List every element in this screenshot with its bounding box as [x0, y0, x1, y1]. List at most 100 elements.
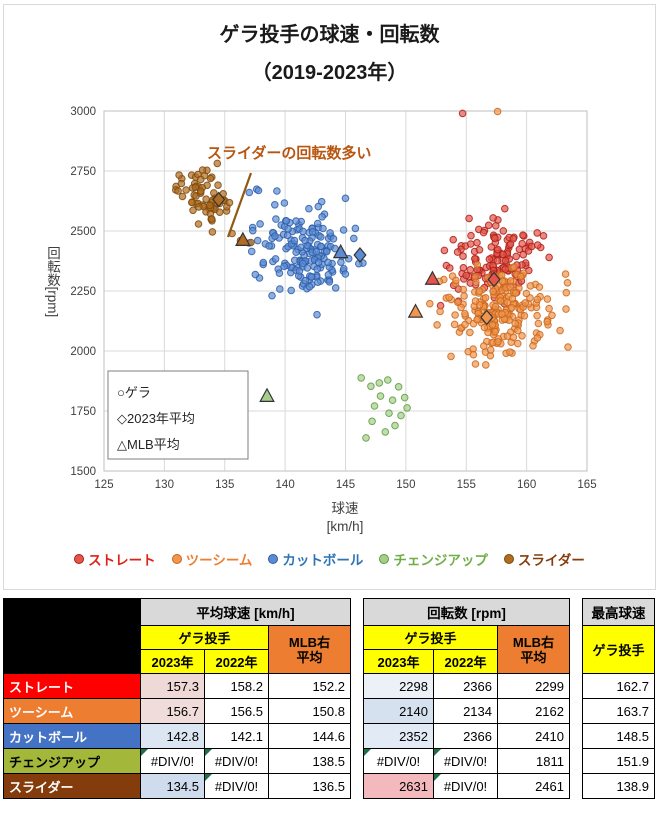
value-cell-max[interactable]: 138.9 [582, 773, 655, 799]
scatter-point [385, 409, 393, 418]
value-cell-2023[interactable]: #DIV/0! [140, 748, 205, 774]
value-cell-2023[interactable]: 134.5 [140, 773, 205, 799]
year-header-2022[interactable]: 2022年 [204, 649, 269, 674]
row-label-cell[interactable]: チェンジアップ [3, 748, 141, 774]
scatter-point [322, 247, 331, 256]
year-header-2022[interactable]: 2022年 [433, 649, 498, 674]
table-title-cell[interactable]: 最高球速 [582, 598, 655, 626]
year-header-2023[interactable]: 2023年 [363, 649, 434, 674]
scatter-point [206, 174, 215, 183]
geller-header-cell[interactable]: ゲラ投手 [140, 625, 269, 650]
scatter-point [511, 319, 520, 328]
value-cell-mlb[interactable]: 136.5 [268, 773, 351, 799]
scatter-point [178, 192, 187, 201]
row-label-cell[interactable]: ツーシーム [3, 698, 141, 724]
geller-header-cell[interactable]: ゲラ投手 [363, 625, 498, 650]
geller-header-cell[interactable]: ゲラ投手 [582, 625, 655, 674]
value-cell-2022[interactable]: 2366 [433, 673, 498, 699]
scatter-point [466, 266, 475, 274]
max-speed-table[interactable]: 最高球速 ゲラ投手 162.7 163.7 148.5 151.9 138.9 [582, 598, 655, 799]
legend-item-3[interactable]: カットボール [268, 549, 363, 569]
value-cell-mlb[interactable]: 1811 [497, 748, 570, 774]
value-cell-max[interactable]: 162.7 [582, 673, 655, 699]
row-label-cell[interactable]: カットボール [3, 723, 141, 749]
scatter-point [458, 109, 467, 118]
row-label-cell[interactable]: ストレート [3, 673, 141, 699]
mlb-header-cell[interactable]: MLB右 平均 [268, 625, 351, 674]
scatter-point [491, 302, 500, 311]
value-cell-2023[interactable]: 157.3 [140, 673, 205, 699]
chart-area[interactable]: ゲラ投手の球速・回転数 （2019-2023年） 回転数[rpm] ○ゲラ ◇20… [3, 4, 656, 590]
value-cell-2022[interactable]: 158.2 [204, 673, 269, 699]
value-cell-2023[interactable]: 142.8 [140, 723, 205, 749]
value-cell-mlb[interactable]: 2410 [497, 723, 570, 749]
value-cell-2023[interactable]: 156.7 [140, 698, 205, 724]
mlb-header-cell[interactable]: MLB右 平均 [497, 625, 570, 674]
legend-item-2[interactable]: ツーシーム [171, 549, 252, 569]
value-cell-2023[interactable]: 2140 [363, 698, 434, 724]
scatter-point [562, 305, 570, 313]
scatter-point [520, 312, 529, 320]
scatter-point [545, 304, 553, 313]
scatter-point [475, 287, 484, 295]
series-5 [172, 159, 255, 247]
value-cell-max[interactable]: 151.9 [582, 748, 655, 774]
corner-cell[interactable] [3, 598, 141, 674]
value-cell-mlb[interactable]: 2299 [497, 673, 570, 699]
value-cell-mlb[interactable]: 2162 [497, 698, 570, 724]
legend-item-5[interactable]: スライダー [503, 549, 585, 569]
value-cell-2022[interactable]: 2134 [433, 698, 498, 724]
scatter-point [562, 288, 571, 297]
value-cell-2022[interactable]: #DIV/0! [204, 748, 269, 774]
row-label-cell[interactable]: スライダー [3, 773, 141, 799]
table-row: チェンジアップ #DIV/0! #DIV/0! 138.5 [3, 748, 351, 774]
scatter-point [331, 284, 340, 292]
table-title-cell[interactable]: 平均球速 [km/h] [140, 598, 351, 626]
value-cell-2022[interactable]: #DIV/0! [433, 748, 498, 774]
value-cell-max[interactable]: 163.7 [582, 698, 655, 724]
chart-title[interactable]: ゲラ投手の球速・回転数 [219, 24, 440, 46]
scatter-point [249, 226, 257, 235]
legend-item-1[interactable]: ストレート [74, 549, 156, 569]
scatter-point [319, 224, 327, 233]
scatter-point [287, 286, 296, 295]
value-cell-mlb[interactable]: 152.2 [268, 673, 351, 699]
value-cell-mlb[interactable]: 138.5 [268, 748, 351, 774]
value-cell-mlb[interactable]: 144.6 [268, 723, 351, 749]
scatter-point [301, 236, 309, 245]
spin-rate-table[interactable]: 回転数 [rpm] ゲラ投手 MLB右 平均 2023年 2022年 2298 2366 229… [363, 598, 570, 799]
scatter-point [451, 311, 459, 319]
scatter-point [313, 219, 322, 228]
value-cell-2023[interactable]: 2298 [363, 673, 434, 699]
table-title-cell[interactable]: 回転数 [rpm] [363, 598, 570, 626]
y-tick-label: 2250 [70, 286, 96, 298]
value-cell-mlb[interactable]: 150.8 [268, 698, 351, 724]
scatter-point [488, 321, 497, 329]
marker-legend-item: △MLB平均 [117, 437, 180, 452]
scatter-point [305, 204, 313, 213]
scatter-point [271, 232, 279, 240]
avg-speed-table[interactable]: 平均球速 [km/h] ゲラ投手 MLB右 平均 2023年 2022年ストレート 157.… [3, 598, 351, 799]
scatter-point [208, 215, 216, 223]
value-cell-max[interactable]: 148.5 [582, 723, 655, 749]
value-cell-2022[interactable]: 2366 [433, 723, 498, 749]
legend-item-4[interactable]: チェンジアップ [379, 549, 488, 569]
scatter-point [548, 311, 556, 320]
scatter-point [501, 265, 510, 273]
marker-legend-box[interactable] [107, 370, 249, 460]
table-row: 2140 2134 2162 [363, 698, 570, 724]
value-cell-2023[interactable]: #DIV/0! [363, 748, 434, 774]
value-cell-2022[interactable]: 156.5 [204, 698, 269, 724]
scatter-point [462, 271, 471, 280]
value-cell-2022[interactable]: 142.1 [204, 723, 269, 749]
value-cell-2022[interactable]: #DIV/0! [433, 773, 498, 799]
scatter-point [473, 260, 482, 269]
value-cell-2023[interactable]: 2352 [363, 723, 434, 749]
value-cell-2022[interactable]: #DIV/0! [204, 773, 269, 799]
scatter-point [491, 234, 499, 243]
scatter-plot[interactable]: ○ゲラ ◇2023年平均 △MLB平均 スライダーの回転数多い 1500 1750 20… [4, 97, 656, 543]
year-header-2023[interactable]: 2023年 [140, 649, 205, 674]
value-cell-mlb[interactable]: 2461 [497, 773, 570, 799]
scatter-point [506, 240, 515, 249]
value-cell-2023[interactable]: 2631 [363, 773, 434, 799]
